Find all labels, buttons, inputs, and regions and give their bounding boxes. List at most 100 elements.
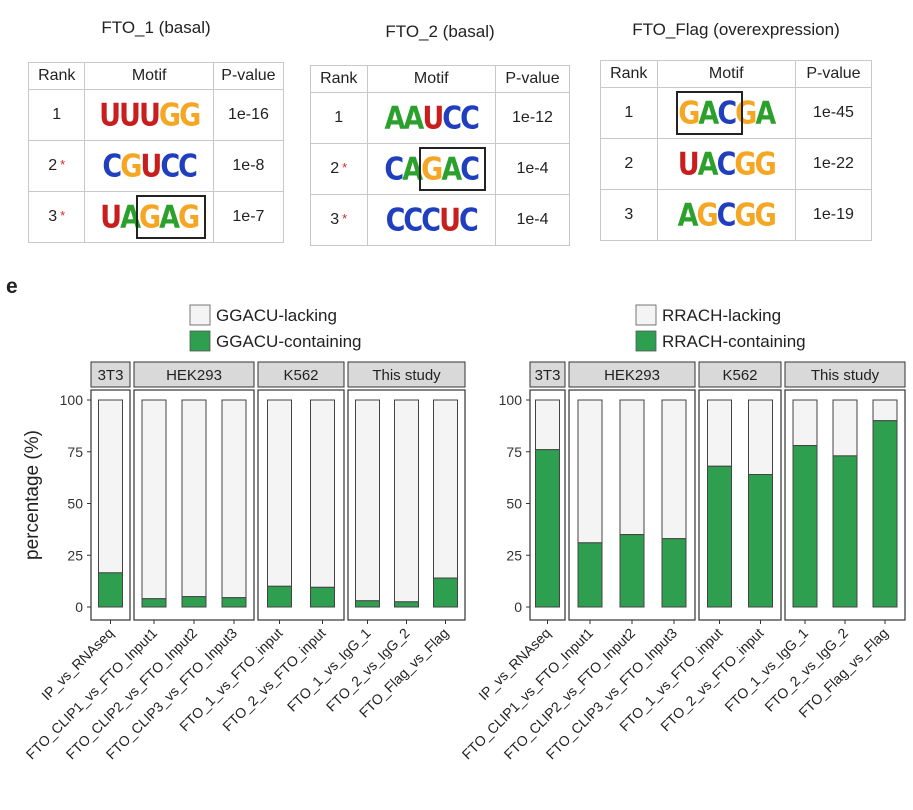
logo-letter: G bbox=[178, 199, 200, 235]
bar-lacking bbox=[577, 399, 603, 544]
logo-letter: G bbox=[421, 151, 443, 187]
logo-letter: C bbox=[385, 202, 406, 238]
logo-letter: C bbox=[717, 95, 737, 131]
sequence-logo: UAGAG bbox=[100, 199, 200, 235]
bar-containing bbox=[181, 596, 207, 608]
significance-star: * bbox=[60, 208, 66, 223]
facet-label: This study bbox=[811, 367, 880, 384]
logo-letter: G bbox=[120, 148, 142, 184]
bar-containing bbox=[433, 577, 458, 608]
logo-letter: C bbox=[384, 151, 404, 187]
bar-containing bbox=[707, 465, 732, 608]
logo-letter: C bbox=[102, 148, 122, 184]
motif-table: Rank Motif P-value 1 UUUGG 1e-16 2 * CGUCC 1e-8 3 *… bbox=[27, 62, 285, 243]
legend-label: GGACU-lacking bbox=[216, 306, 337, 325]
logo-letter: C bbox=[460, 151, 480, 187]
logo-letter: U bbox=[99, 97, 121, 133]
motif-cell: UAGAG bbox=[84, 191, 214, 243]
motif-table-title: FTO_2 (basal) bbox=[385, 22, 495, 41]
y-tick-label: 25 bbox=[67, 547, 83, 563]
table-row: 2 * CAGAC 1e-4 bbox=[310, 143, 571, 195]
facet-label: 3T3 bbox=[98, 367, 124, 384]
legend-label: RRACH-containing bbox=[662, 332, 806, 351]
bar-containing bbox=[792, 445, 818, 608]
rank-value: 2 bbox=[624, 155, 634, 172]
motif-cell: UUUGG bbox=[84, 89, 214, 141]
table-header: Motif bbox=[84, 62, 214, 90]
facet-label: K562 bbox=[283, 367, 318, 384]
motif-cell: CAGAC bbox=[366, 143, 496, 195]
sequence-logo: CCCUC bbox=[385, 202, 479, 238]
bar-lacking bbox=[792, 399, 818, 447]
bar-lacking bbox=[221, 399, 247, 599]
motif-cell: CGUCC bbox=[84, 140, 214, 192]
logo-letter: A bbox=[697, 146, 719, 182]
bar-lacking bbox=[433, 399, 458, 579]
table-row: 3 AGCGG 1e-19 bbox=[600, 189, 873, 241]
logo-letter: U bbox=[119, 97, 141, 133]
logo-letter: G bbox=[734, 146, 756, 182]
significance-star: * bbox=[60, 157, 66, 172]
logo-letter: A bbox=[402, 151, 423, 187]
logo-letter: C bbox=[716, 197, 737, 233]
motif-cell: CCCUC bbox=[366, 194, 496, 246]
legend-swatch bbox=[635, 304, 657, 326]
bar-lacking bbox=[832, 399, 858, 457]
rank-cell: 3 * bbox=[27, 191, 86, 243]
bar-lacking bbox=[310, 399, 335, 588]
bar-lacking bbox=[141, 399, 167, 600]
sequence-logo: UUUGG bbox=[99, 97, 201, 133]
facet-strip bbox=[90, 361, 131, 388]
table-row: 1 AAUCC 1e-12 bbox=[310, 92, 571, 144]
bar-containing bbox=[872, 420, 898, 608]
logo-letter: A bbox=[384, 100, 406, 136]
y-tick-label: 50 bbox=[67, 496, 83, 512]
pvalue-cell: 1e-4 bbox=[494, 194, 571, 246]
logo-letter: G bbox=[678, 95, 700, 131]
facet-strip bbox=[133, 361, 255, 388]
rank-value: 2 bbox=[48, 157, 58, 174]
logo-letter: A bbox=[403, 100, 424, 136]
logo-letter: G bbox=[158, 97, 181, 133]
logo-letter: G bbox=[696, 197, 719, 233]
facet-strip bbox=[529, 361, 566, 388]
logo-letter: U bbox=[100, 199, 122, 235]
y-tick-label: 100 bbox=[499, 392, 523, 408]
table-row: 1 UUUGG 1e-16 bbox=[27, 89, 285, 141]
bar-containing bbox=[535, 449, 560, 608]
facet-strip bbox=[257, 361, 345, 388]
logo-letter: C bbox=[442, 100, 462, 136]
pvalue-cell: 1e-12 bbox=[494, 92, 571, 144]
sequence-logo: CGUCC bbox=[102, 148, 198, 184]
pvalue-cell: 1e-19 bbox=[794, 189, 873, 241]
table-header: Motif bbox=[366, 65, 496, 93]
logo-letter: C bbox=[716, 146, 737, 182]
bar-lacking bbox=[535, 399, 560, 451]
pvalue-cell: 1e-22 bbox=[794, 138, 873, 190]
sequence-logo: UACGG bbox=[678, 146, 777, 182]
motif-table: Rank Motif P-value 1 GACGA 1e-45 2 UACGG 1e-22 3 A… bbox=[600, 60, 873, 241]
logo-letter: G bbox=[754, 146, 777, 182]
bar-containing bbox=[619, 534, 645, 608]
pvalue-cell: 1e-8 bbox=[212, 140, 285, 192]
motif-highlight-box bbox=[675, 91, 743, 135]
facet-label: HEK293 bbox=[604, 367, 660, 384]
x-tick-label: IP_vs_RNAseq bbox=[475, 625, 553, 703]
bar-lacking bbox=[748, 399, 773, 476]
logo-letter: G bbox=[754, 197, 777, 233]
table-header: P-value bbox=[794, 60, 873, 88]
logo-letter: U bbox=[140, 148, 162, 184]
table-header: Rank bbox=[600, 60, 658, 88]
legend-swatch bbox=[189, 304, 211, 326]
legend-label: GGACU-containing bbox=[216, 332, 362, 351]
bar-lacking bbox=[355, 399, 380, 602]
bar-lacking bbox=[181, 399, 207, 598]
table-row: 3 * UAGAG 1e-7 bbox=[27, 191, 285, 243]
motif-table-title: FTO_Flag (overexpression) bbox=[632, 20, 840, 39]
motif-cell: AGCGG bbox=[656, 189, 796, 241]
y-tick-label: 0 bbox=[75, 599, 83, 615]
legend-swatch bbox=[189, 330, 211, 352]
bar-lacking bbox=[661, 399, 687, 540]
rank-value: 3 bbox=[48, 208, 58, 225]
